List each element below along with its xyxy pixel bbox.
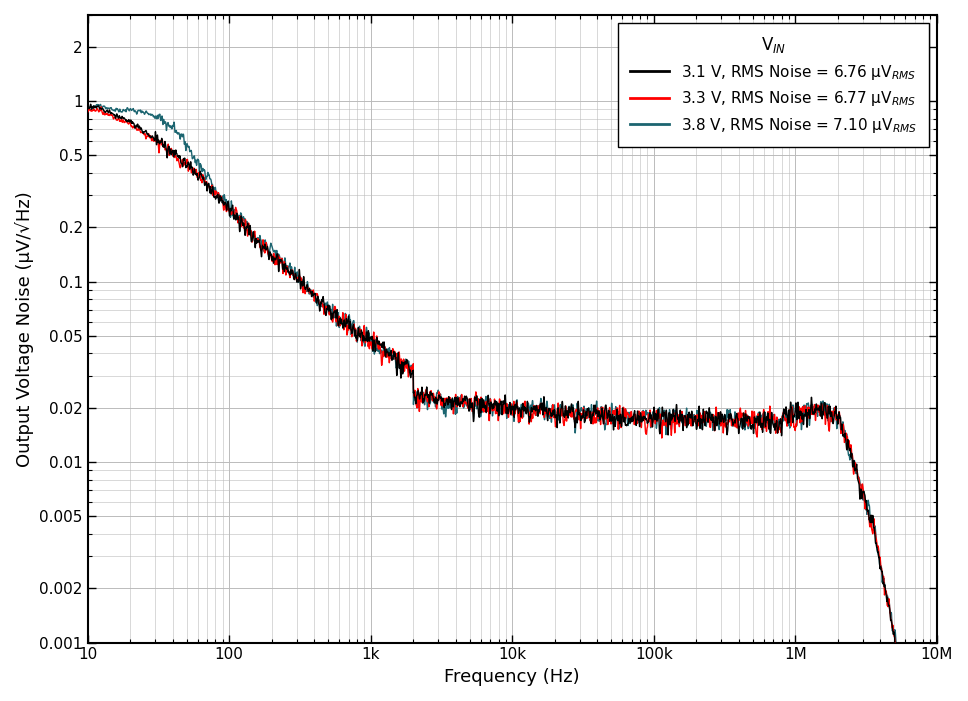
X-axis label: Frequency (Hz): Frequency (Hz)	[444, 668, 580, 686]
Y-axis label: Output Voltage Noise (μV/√Hz): Output Voltage Noise (μV/√Hz)	[15, 191, 34, 467]
Legend: 3.1 V, RMS Noise = 6.76 μV$_{RMS}$, 3.3 V, RMS Noise = 6.77 μV$_{RMS}$, 3.8 V, R: 3.1 V, RMS Noise = 6.76 μV$_{RMS}$, 3.3 …	[619, 22, 929, 147]
